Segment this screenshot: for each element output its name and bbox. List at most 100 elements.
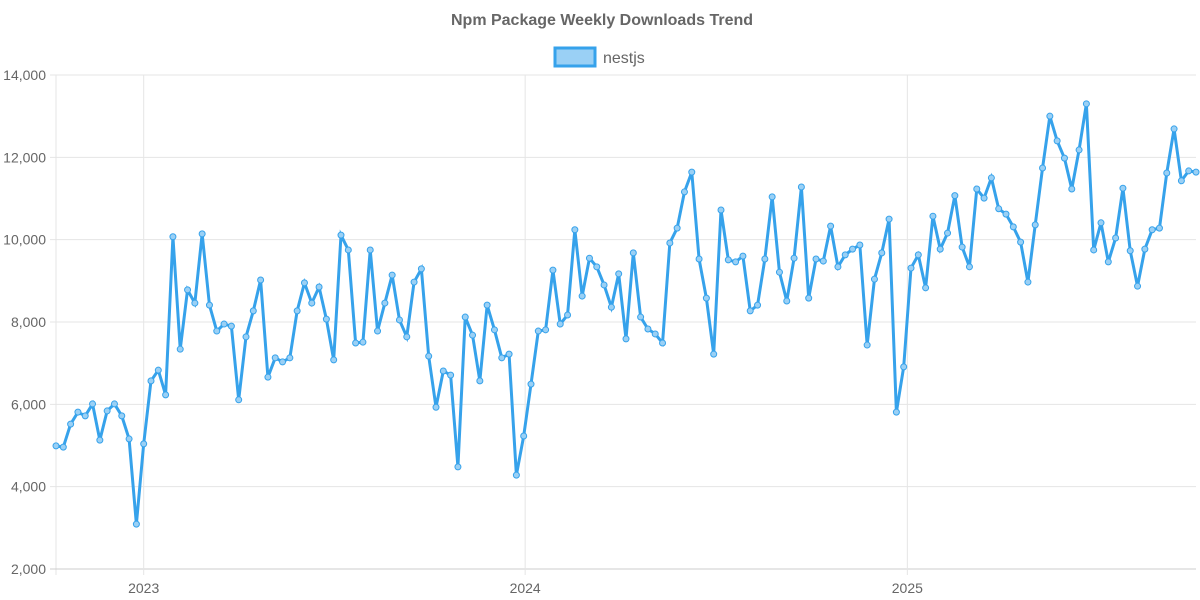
data-point[interactable] [1031,221,1039,229]
data-point[interactable] [366,246,374,254]
data-point[interactable] [717,206,725,214]
data-point[interactable] [403,333,411,341]
data-point[interactable] [673,224,681,232]
data-point[interactable] [1039,164,1047,172]
data-point[interactable] [892,408,900,416]
data-point[interactable] [1053,137,1061,145]
data-point[interactable] [995,205,1003,213]
data-point[interactable] [973,185,981,193]
data-point[interactable] [447,371,455,379]
data-point[interactable] [739,252,747,260]
data-point[interactable] [944,229,952,237]
data-point[interactable] [103,407,111,415]
data-point[interactable] [849,245,857,253]
data-point[interactable] [585,254,593,262]
data-point[interactable] [286,354,294,362]
data-point[interactable] [761,255,769,263]
data-point[interactable] [987,174,995,182]
data-point[interactable] [629,249,637,257]
data-point[interactable] [1097,219,1105,227]
data-point[interactable] [680,188,688,196]
data-point[interactable] [359,338,367,346]
data-point[interactable] [162,391,170,399]
data-point[interactable] [1185,167,1193,175]
data-point[interactable] [52,442,60,450]
data-point[interactable] [191,299,199,307]
data-point[interactable] [819,257,827,265]
data-point[interactable] [958,243,966,251]
data-point[interactable] [220,320,228,328]
data-point[interactable] [900,363,908,371]
data-point[interactable] [1104,258,1112,266]
data-point[interactable] [461,313,469,321]
data-point[interactable] [432,403,440,411]
data-point[interactable] [213,327,221,335]
data-point[interactable] [1170,125,1178,133]
data-point[interactable] [198,230,206,238]
data-point[interactable] [154,366,162,374]
data-point[interactable] [542,326,550,334]
data-point[interactable] [271,354,279,362]
data-point[interactable] [1002,210,1010,218]
data-point[interactable] [578,292,586,300]
data-point[interactable] [279,358,287,366]
data-point[interactable] [600,281,608,289]
data-point[interactable] [235,396,243,404]
data-point[interactable] [1082,100,1090,108]
data-point[interactable] [1126,247,1134,255]
data-point[interactable] [469,331,477,339]
data-point[interactable] [951,192,959,200]
data-point[interactable] [1017,238,1025,246]
data-point[interactable] [249,307,257,315]
data-point[interactable] [936,245,944,253]
data-point[interactable] [388,271,396,279]
data-point[interactable] [417,265,425,273]
data-point[interactable] [1046,112,1054,120]
data-point[interactable] [768,193,776,201]
data-point[interactable] [352,339,360,347]
data-point[interactable] [1155,224,1163,232]
data-point[interactable] [797,183,805,191]
data-point[interactable] [651,330,659,338]
data-point[interactable] [1192,168,1200,176]
data-point[interactable] [74,408,82,416]
data-point[interactable] [732,258,740,266]
data-point[interactable] [1090,246,1098,254]
data-point[interactable] [1060,154,1068,162]
data-point[interactable] [81,412,89,420]
data-point[interactable] [805,294,813,302]
data-point[interactable] [410,278,418,286]
data-point[interactable] [315,283,323,291]
data-point[interactable] [783,297,791,305]
data-point[interactable] [395,316,403,324]
data-point[interactable] [929,212,937,220]
data-point[interactable] [870,275,878,283]
data-point[interactable] [96,436,104,444]
data-point[interactable] [205,301,213,309]
data-point[interactable] [1009,223,1017,231]
data-point[interactable] [118,412,126,420]
data-point[interactable] [257,276,265,284]
data-point[interactable] [710,350,718,358]
data-point[interactable] [878,249,886,257]
data-point[interactable] [593,263,601,271]
data-point[interactable] [812,255,820,263]
data-point[interactable] [863,341,871,349]
data-point[interactable] [184,286,192,294]
data-point[interactable] [59,443,67,451]
data-point[interactable] [607,303,615,311]
data-point[interactable] [746,307,754,315]
data-point[interactable] [534,327,542,335]
data-point[interactable] [322,315,330,323]
data-point[interactable] [132,520,140,528]
data-point[interactable] [702,294,710,302]
data-point[interactable] [1163,169,1171,177]
data-point[interactable] [695,255,703,263]
data-point[interactable] [169,233,177,241]
data-point[interactable] [637,313,645,321]
data-point[interactable] [505,350,513,358]
data-point[interactable] [293,307,301,315]
data-point[interactable] [308,299,316,307]
data-point[interactable] [914,251,922,259]
data-point[interactable] [622,335,630,343]
